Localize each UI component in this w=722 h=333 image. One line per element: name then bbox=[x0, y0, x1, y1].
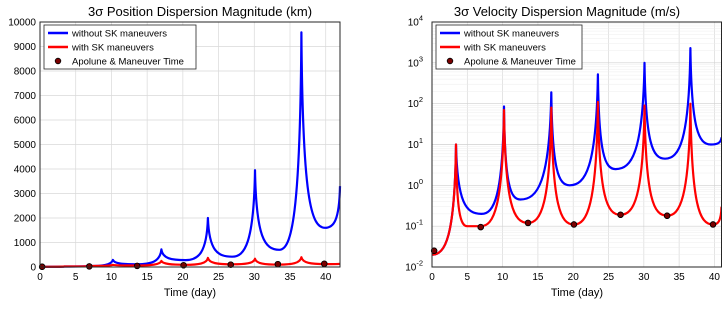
x-axis-label: Time (day) bbox=[164, 287, 216, 299]
x-tick-label: 25 bbox=[603, 272, 615, 283]
legend-label-2: Apolune & Maneuver Time bbox=[464, 57, 576, 68]
x-tick-label: 10 bbox=[106, 272, 118, 283]
x-tick-label: 5 bbox=[73, 272, 79, 283]
y-tick-label: 104 bbox=[408, 14, 423, 29]
x-tick-label: 10 bbox=[497, 272, 509, 283]
x-ticks: 0 5 10 15 20 25 30 35 40 bbox=[429, 272, 720, 283]
y-tick-label: 6000 bbox=[14, 116, 37, 127]
legend-swatch-2 bbox=[54, 57, 62, 65]
x-axis-label: Time (day) bbox=[551, 287, 603, 299]
y-tick-label: 8000 bbox=[14, 67, 37, 78]
x-tick-label: 40 bbox=[320, 272, 332, 283]
x-tick-label: 0 bbox=[429, 272, 435, 283]
y-tick-label: 3000 bbox=[14, 189, 37, 200]
x-tick-label: 30 bbox=[638, 272, 650, 283]
data-point-marker bbox=[617, 211, 624, 218]
y-tick-label: 0 bbox=[30, 263, 36, 274]
data-point-marker bbox=[133, 262, 141, 270]
x-ticks: 0 5 10 15 20 25 30 35 40 bbox=[37, 272, 331, 283]
data-point-marker bbox=[709, 221, 717, 228]
series-layer bbox=[38, 31, 342, 270]
y-tick-label: 1000 bbox=[14, 238, 37, 249]
y-tick-label: 103 bbox=[408, 54, 423, 69]
legend-label-0: without SK maneuvers bbox=[463, 29, 559, 40]
x-tick-label: 20 bbox=[177, 272, 189, 283]
y-tick-label: 5000 bbox=[14, 140, 37, 151]
legend-swatch-2 bbox=[446, 57, 454, 65]
data-point-marker bbox=[524, 219, 532, 227]
data-point-marker bbox=[430, 247, 438, 254]
legend: without SK maneuvers with SK maneuvers A… bbox=[43, 24, 197, 70]
x-tick-label: 30 bbox=[249, 272, 261, 283]
y-tick-label: 101 bbox=[408, 136, 423, 151]
y-tick-label: 10-2 bbox=[405, 259, 423, 274]
legend-label-0: without SK maneuvers bbox=[71, 29, 167, 40]
x-tick-label: 35 bbox=[284, 272, 296, 283]
legend-label-1: with SK maneuvers bbox=[463, 43, 546, 54]
x-tick-label: 25 bbox=[213, 272, 225, 283]
y-tick-label: 7000 bbox=[14, 91, 37, 102]
x-tick-label: 0 bbox=[37, 272, 43, 283]
y-tick-label: 10-1 bbox=[405, 218, 423, 233]
x-tick-label: 15 bbox=[142, 272, 154, 283]
x-tick-label: 40 bbox=[709, 272, 721, 283]
plot-frame bbox=[39, 21, 341, 268]
x-tick-label: 35 bbox=[674, 272, 686, 283]
legend-label-1: with SK maneuvers bbox=[71, 43, 154, 54]
legend-box bbox=[435, 24, 583, 70]
data-point-marker bbox=[477, 223, 484, 231]
x-tick-label: 20 bbox=[568, 272, 580, 283]
series-layer bbox=[430, 47, 722, 256]
velocity-chart: 3σ Velocity Dispersion Magnitude (m/s) 0… bbox=[405, 4, 722, 299]
chart-title: 3σ Velocity Dispersion Magnitude (m/s) bbox=[454, 4, 680, 19]
data-point-marker bbox=[274, 260, 282, 268]
data-point-marker bbox=[570, 221, 578, 228]
series-line-0 bbox=[431, 47, 722, 256]
position-chart: 3σ Position Dispersion Magnitude (km) 0 5… bbox=[8, 4, 342, 299]
y-ticks: 0 1000 2000 3000 4000 5000 6000 7000 8000 9000 100… bbox=[8, 18, 36, 274]
chart-title: 3σ Position Dispersion Magnitude (km) bbox=[88, 4, 312, 19]
x-tick-label: 5 bbox=[465, 272, 471, 283]
x-tick-label: 15 bbox=[532, 272, 544, 283]
y-tick-label: 102 bbox=[408, 95, 423, 110]
y-tick-label: 10000 bbox=[8, 18, 36, 29]
legend-box bbox=[43, 24, 197, 70]
y-tick-label: 100 bbox=[408, 177, 423, 192]
legend-label-2: Apolune & Maneuver Time bbox=[72, 57, 184, 68]
y-tick-label: 2000 bbox=[14, 214, 37, 225]
y-tick-label: 4000 bbox=[14, 165, 37, 176]
legend: without SK maneuvers with SK maneuvers A… bbox=[435, 24, 583, 70]
data-point-marker bbox=[86, 263, 93, 270]
data-point-marker bbox=[321, 260, 328, 268]
y-tick-label: 9000 bbox=[14, 42, 37, 53]
y-ticks: 10-2 10-1 100 101 102 103 104 bbox=[405, 14, 423, 274]
data-point-marker bbox=[663, 212, 671, 219]
